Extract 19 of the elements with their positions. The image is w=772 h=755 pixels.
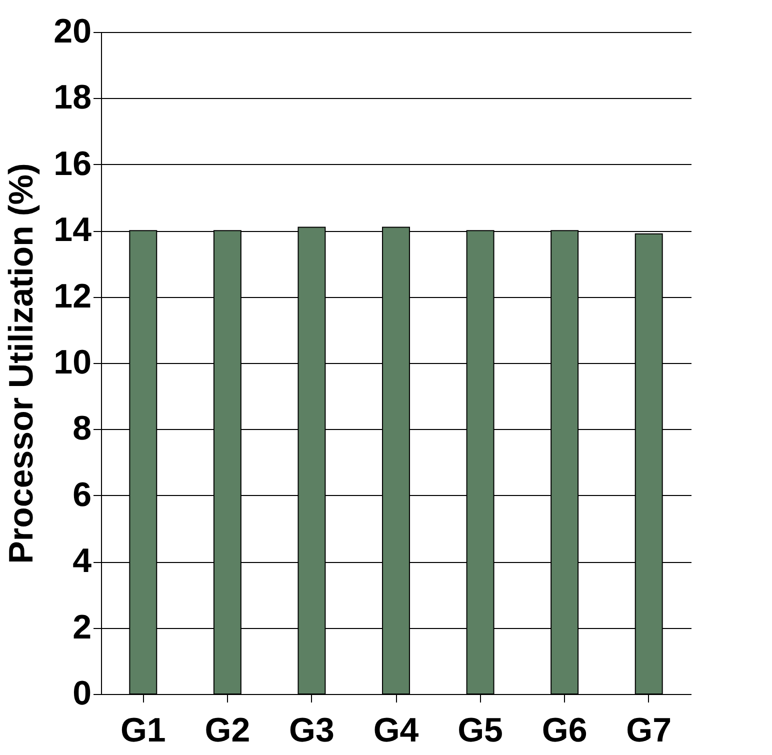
y-tick-label: 18 <box>54 78 92 117</box>
y-tick-label: 4 <box>72 542 92 580</box>
x-tick-label: G5 <box>458 712 503 750</box>
y-axis-title: Processor Utilization (%) <box>2 163 41 564</box>
x-tick-label: G2 <box>204 712 250 750</box>
x-tick-label: G7 <box>626 712 672 750</box>
y-tick-label: 16 <box>54 144 92 183</box>
x-tick-label: G4 <box>373 712 419 750</box>
x-tick-label: G6 <box>542 712 588 750</box>
y-tick-label: 8 <box>72 410 92 448</box>
x-tick-label: G3 <box>289 712 334 750</box>
y-tick-label: 20 <box>54 12 92 50</box>
y-tick-label: 12 <box>54 277 92 316</box>
y-tick-label: 2 <box>72 608 92 646</box>
y-tick-label: 0 <box>72 674 92 712</box>
y-tick-label: 14 <box>54 211 92 250</box>
x-tick-label: G1 <box>120 712 166 750</box>
y-tick-label: 6 <box>72 476 92 514</box>
y-tick-label: 10 <box>54 344 92 382</box>
